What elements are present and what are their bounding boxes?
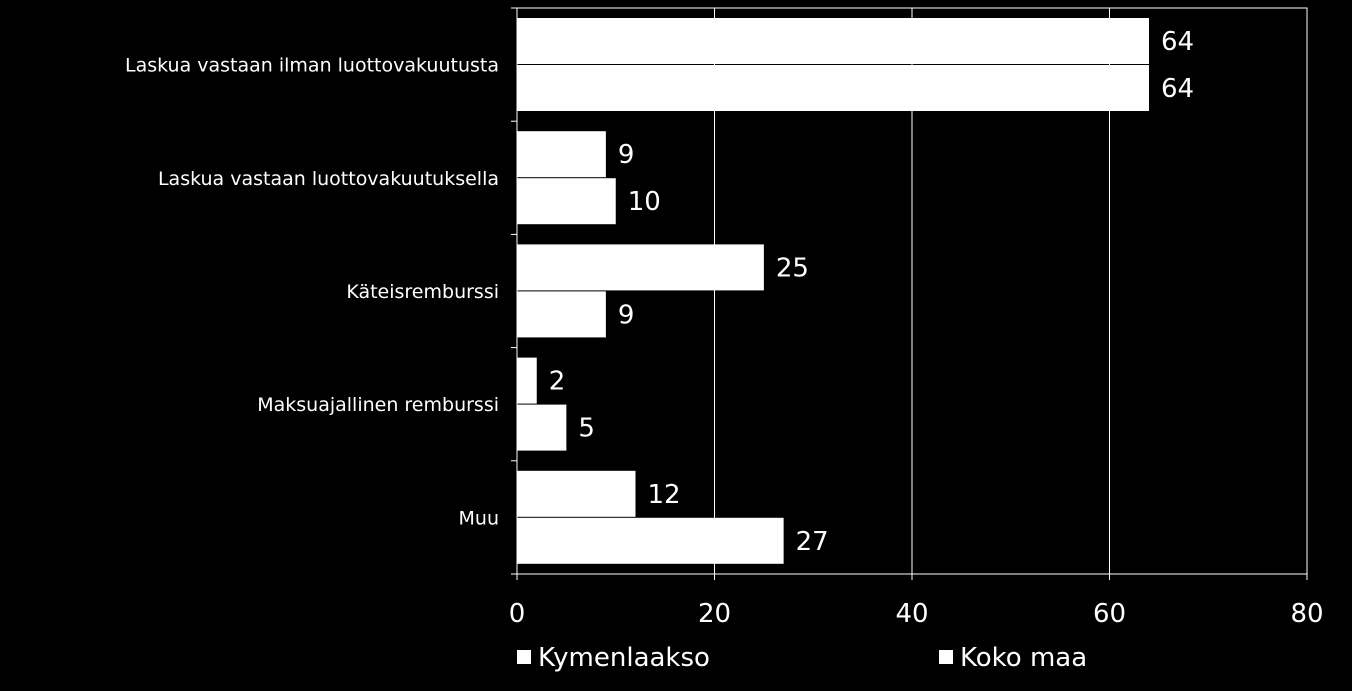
legend: Kymenlaakso Koko maa (517, 643, 1087, 673)
bar-koko-maa (517, 291, 606, 338)
bar-kymenlaakso (517, 357, 537, 404)
bar-koko-maa (517, 65, 1149, 111)
data-label: 9 (618, 140, 635, 170)
bar-koko-maa (517, 404, 567, 451)
x-tick-label: 80 (1290, 599, 1323, 629)
labels: 0 20 40 60 80 Laskua vastaan ilman luottovaku… (125, 27, 1324, 629)
legend-label: Koko maa (960, 643, 1087, 673)
bar-kymenlaakso (517, 18, 1149, 64)
data-label: 9 (618, 300, 635, 330)
x-tick-label: 20 (698, 599, 731, 629)
bar-koko-maa (517, 178, 616, 225)
data-label: 27 (796, 527, 829, 557)
data-label: 10 (628, 187, 661, 217)
legend-swatch (939, 650, 953, 664)
legend-swatch (517, 650, 531, 664)
legend-label: Kymenlaakso (538, 643, 710, 673)
axes (511, 7, 1308, 580)
bar-kymenlaakso (517, 131, 606, 178)
bars (517, 18, 1149, 564)
category-label: Maksuajallinen remburssi (257, 394, 499, 416)
bar-koko-maa (517, 517, 784, 564)
bar-kymenlaakso (517, 470, 636, 517)
data-label: 5 (578, 414, 595, 444)
data-label: 2 (549, 367, 566, 397)
data-label: 64 (1161, 27, 1194, 57)
data-label: 25 (776, 253, 809, 283)
data-label: 64 (1161, 74, 1194, 104)
data-label: 12 (648, 480, 681, 510)
category-label: Muu (459, 507, 499, 529)
category-label: Laskua vastaan ilman luottovakuutusta (125, 55, 499, 77)
category-label: Käteisremburssi (346, 281, 499, 303)
x-tick-label: 40 (895, 599, 928, 629)
x-tick-label: 60 (1093, 599, 1126, 629)
category-label: Laskua vastaan luottovakuutuksella (158, 168, 499, 190)
bar-kymenlaakso (517, 244, 764, 291)
x-tick-label: 0 (509, 599, 526, 629)
